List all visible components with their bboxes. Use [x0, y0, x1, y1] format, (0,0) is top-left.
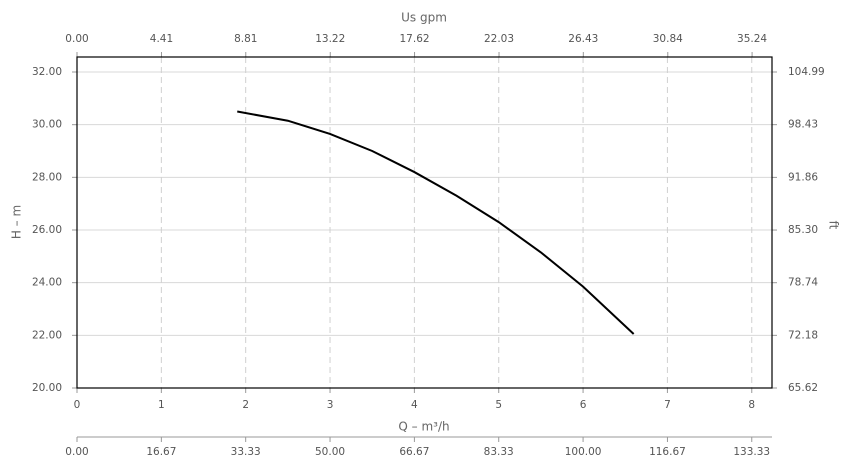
y-tick-label: 28.00	[32, 171, 62, 183]
bottom-tick-label: 133.33	[733, 446, 770, 458]
right-axis-label: ft	[827, 221, 841, 230]
right-tick-label: 91.86	[788, 171, 818, 183]
bottom-tick-label: 66.67	[399, 446, 429, 458]
top-tick-label: 22.03	[484, 33, 514, 45]
y-tick-label: 24.00	[32, 277, 62, 289]
top-tick-label: 13.22	[315, 33, 345, 45]
x-tick-label: 1	[158, 399, 165, 411]
x-tick-label: 6	[580, 399, 587, 411]
bottom-tick-label: 116.67	[649, 446, 686, 458]
y-tick-label: 22.00	[32, 329, 62, 341]
right-tick-label: 78.74	[788, 277, 818, 289]
top-tick-label: 8.81	[234, 33, 257, 45]
y-tick-label: 30.00	[32, 119, 62, 131]
x-tick-label: 3	[327, 399, 334, 411]
x-tick-label: 2	[242, 399, 249, 411]
bottom-tick-label: 83.33	[484, 446, 514, 458]
x-tick-label: 8	[748, 399, 755, 411]
bottom-tick-label: 50.00	[315, 446, 345, 458]
y-tick-label: 26.00	[32, 224, 62, 236]
y-tick-label: 32.00	[32, 66, 62, 78]
bottom-tick-label: 16.67	[146, 446, 176, 458]
bottom-tick-label: 100.00	[565, 446, 602, 458]
x-tick-label: 4	[411, 399, 418, 411]
right-tick-label: 104.99	[788, 66, 825, 78]
x-tick-label: 0	[74, 399, 81, 411]
top-tick-label: 4.41	[150, 33, 173, 45]
pump-curve	[237, 110, 635, 335]
top-tick-label: 26.43	[568, 33, 598, 45]
y-tick-label: 20.00	[32, 382, 62, 394]
top-axis-label: Us gpm	[401, 11, 447, 25]
top-tick-label: 35.24	[737, 33, 767, 45]
plot-frame	[76, 56, 773, 389]
right-tick-label: 72.18	[788, 329, 818, 341]
top-tick-label: 0.00	[65, 33, 88, 45]
top-tick-label: 17.62	[400, 33, 430, 45]
right-tick-label: 98.43	[788, 119, 818, 131]
bottom-tick-label: 33.33	[231, 446, 261, 458]
x-axis-label: Q – m³/h	[398, 420, 449, 434]
x-tick-label: 7	[664, 399, 671, 411]
bottom-tick-label: 0.00	[65, 446, 88, 458]
right-tick-label: 65.62	[788, 382, 818, 394]
top-tick-label: 30.84	[653, 33, 683, 45]
right-tick-label: 85.30	[788, 224, 818, 236]
x-tick-label: 5	[495, 399, 502, 411]
y-axis-label: H – m	[10, 205, 24, 239]
